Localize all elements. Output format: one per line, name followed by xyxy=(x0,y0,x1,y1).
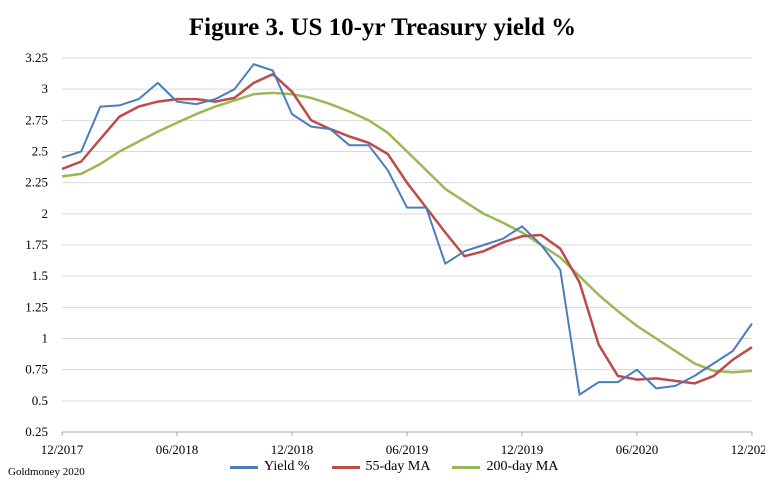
axis-layer: 0.25 0.5 0.75 1 1.25 1.5 1.75 2 2.25 2.5 2.75 3 3.25… xyxy=(25,50,765,457)
legend-swatch-yield xyxy=(230,465,258,469)
y-tick-label: 0.75 xyxy=(25,362,48,377)
chart-title: Figure 3. US 10-yr Treasury yield % xyxy=(188,14,577,41)
legend-swatch-55-day-ma xyxy=(331,465,360,469)
legend-label-55-day-ma: 55-day MA xyxy=(365,459,431,474)
grid-layer xyxy=(62,57,752,433)
legend-label-200-day-ma: 200-day MA xyxy=(486,459,559,474)
source-note: Goldmoney 2020 xyxy=(8,466,85,478)
y-tick-label: 1 xyxy=(42,331,49,346)
legend-swatch-200-day-ma xyxy=(452,465,481,469)
55-day-ma-line xyxy=(61,72,753,385)
y-tick-label: 2.5 xyxy=(32,144,48,159)
y-tick-label: 2 xyxy=(42,206,49,221)
yield-line xyxy=(61,63,753,396)
x-tick-label: 12/2017 xyxy=(41,442,84,457)
x-tick-label: 12/2018 xyxy=(271,442,314,457)
x-tick-label: 06/2018 xyxy=(156,442,199,457)
x-tick-label: 06/2019 xyxy=(386,442,429,457)
x-tick-label: 12/2020 xyxy=(731,442,765,457)
y-tick-label: 0.5 xyxy=(32,393,48,408)
legend-item-200-day-ma: 200-day MA xyxy=(452,459,558,475)
y-tick-label: 1.75 xyxy=(25,237,48,252)
y-tick-label: 1.25 xyxy=(25,299,48,314)
legend-label-yield: Yield % xyxy=(264,459,310,474)
y-tick-label: 2.25 xyxy=(25,175,48,190)
x-tick-label: 12/2019 xyxy=(501,442,544,457)
series-layer xyxy=(61,63,753,396)
y-tick-label: 0.25 xyxy=(25,424,48,439)
y-tick-label: 2.75 xyxy=(25,112,48,127)
x-tick-label: 06/2020 xyxy=(616,442,659,457)
legend: Yield % 55-day MA 200-day MA xyxy=(230,459,558,475)
legend-item-55-day-ma: 55-day MA xyxy=(331,459,431,475)
200-day-ma-line xyxy=(61,91,753,374)
legend-item-yield: Yield % xyxy=(230,459,310,475)
y-tick-label: 3.25 xyxy=(25,50,48,65)
y-tick-label: 3 xyxy=(42,81,49,96)
y-tick-label: 1.5 xyxy=(32,268,48,283)
